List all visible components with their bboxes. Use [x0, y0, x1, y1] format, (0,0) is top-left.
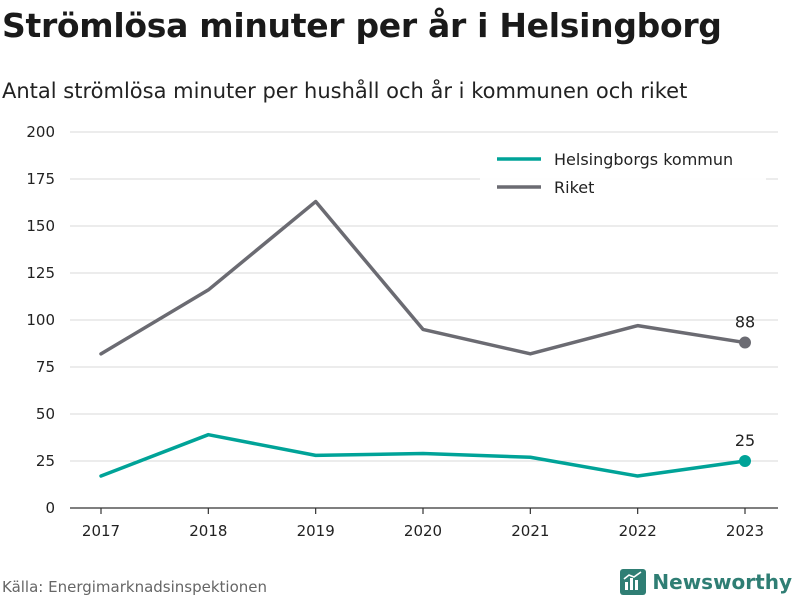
series-end-point — [739, 455, 751, 467]
series-line-0 — [99, 432, 747, 478]
series-end-label: 25 — [735, 431, 755, 450]
y-tick-label: 75 — [36, 358, 55, 376]
x-tick-label: 2018 — [189, 522, 227, 540]
y-tick-label: 25 — [36, 452, 55, 470]
x-tick-label: 2023 — [726, 522, 764, 540]
series-end-label: 88 — [735, 313, 755, 332]
chart-title: Strömlösa minuter per år i Helsingborg — [2, 6, 722, 45]
source-note: Källa: Energimarknadsinspektionen — [2, 578, 268, 596]
y-axis-ticks: 0 25 50 75 100 125 150 175 200 — [26, 123, 55, 517]
y-tick-label: 50 — [36, 405, 55, 423]
series-line-1 — [99, 199, 747, 356]
y-tick-label: 125 — [26, 264, 55, 282]
y-tick-label: 200 — [26, 123, 55, 141]
brand-name: Newsworthy — [652, 570, 792, 594]
x-tick-label: 2017 — [82, 522, 120, 540]
x-tick-label: 2019 — [297, 522, 335, 540]
legend: Helsingborgs kommun Riket — [480, 142, 766, 206]
legend-background — [480, 142, 766, 206]
series-end-point — [739, 336, 751, 349]
x-axis: 2017 2018 2019 2020 2021 2022 2023 — [70, 507, 778, 540]
chart-subtitle: Antal strömlösa minuter per hushåll och … — [2, 79, 688, 103]
y-tick-label: 100 — [26, 311, 55, 329]
series-lines: 25 88 — [99, 199, 755, 478]
x-tick-label: 2021 — [511, 522, 549, 540]
x-tick-label: 2022 — [619, 522, 657, 540]
newsworthy-logo-icon — [620, 569, 647, 595]
legend-label: Helsingborgs kommun — [554, 150, 733, 169]
x-tick-label: 2020 — [404, 522, 442, 540]
legend-label: Riket — [554, 178, 594, 197]
y-tick-label: 0 — [45, 499, 55, 517]
brand-logo: Newsworthy — [620, 569, 792, 595]
y-tick-label: 150 — [26, 217, 55, 235]
y-tick-label: 175 — [26, 170, 55, 188]
